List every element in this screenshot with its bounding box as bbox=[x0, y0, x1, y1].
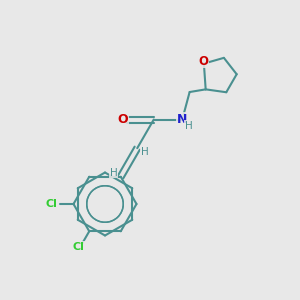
Text: O: O bbox=[198, 55, 208, 68]
Text: O: O bbox=[118, 113, 128, 126]
Text: Cl: Cl bbox=[46, 199, 58, 209]
Text: H: H bbox=[110, 167, 117, 178]
Text: Cl: Cl bbox=[73, 242, 84, 252]
Text: N: N bbox=[177, 113, 188, 126]
Text: H: H bbox=[141, 147, 148, 157]
Text: H: H bbox=[185, 121, 193, 131]
